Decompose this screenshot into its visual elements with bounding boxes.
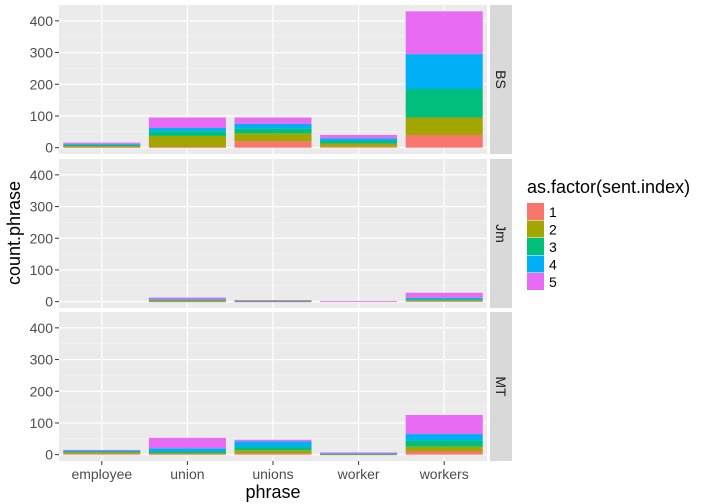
bar-segment: [148, 147, 226, 148]
bar-segment: [63, 142, 141, 144]
bar-segment: [405, 434, 483, 441]
bar-segment: [405, 54, 483, 90]
y-tick-label: 100: [30, 415, 54, 431]
legend-label: 4: [549, 257, 557, 273]
legend-swatch: [527, 255, 544, 273]
bar-segment: [234, 441, 312, 448]
x-axis-title: phrase: [245, 482, 300, 502]
y-tick-label: 0: [45, 447, 53, 463]
bar-segment: [320, 452, 398, 454]
legend-title: as.factor(sent.index): [527, 177, 690, 197]
bar-segment: [148, 453, 226, 455]
bar-segment: [148, 448, 226, 452]
bar-segment: [148, 300, 226, 302]
bar-segment: [405, 11, 483, 55]
y-tick-label: 0: [45, 140, 53, 156]
facet-label: BS: [493, 70, 509, 89]
y-tick-label: 100: [30, 108, 54, 124]
bar-segment: [63, 146, 141, 148]
y-tick-label: 400: [30, 320, 54, 336]
bar-segment: [234, 450, 312, 454]
bar-segment: [63, 452, 141, 454]
bar-segment: [405, 300, 483, 302]
bar-segment: [148, 299, 226, 301]
bar-segment: [234, 447, 312, 451]
y-tick-label: 200: [30, 383, 54, 399]
facet-label: Jm: [493, 224, 509, 243]
y-tick-label: 200: [30, 230, 54, 246]
bar-segment: [63, 450, 141, 452]
bar-segment: [234, 123, 312, 129]
legend-swatch: [527, 273, 544, 290]
bar-segment: [320, 301, 398, 302]
facet-strip: [490, 312, 512, 461]
bar-segment: [405, 301, 483, 302]
bar-segment: [320, 138, 398, 142]
bar-segment: [320, 141, 398, 144]
bar-segment: [234, 133, 312, 142]
bar-segment: [63, 144, 141, 147]
bar-segment: [234, 128, 312, 134]
bar-segment: [234, 439, 312, 442]
bar-segment: [148, 437, 226, 449]
bar-segment: [148, 131, 226, 136]
bar-segment: [405, 415, 483, 435]
legend-swatch: [527, 203, 544, 220]
bar-segment: [63, 451, 141, 453]
bar-segment: [405, 451, 483, 455]
y-tick-label: 400: [30, 167, 54, 183]
bar-segment: [320, 146, 398, 148]
legend-swatch: [527, 238, 544, 255]
bar-segment: [405, 446, 483, 452]
x-tick-label: union: [170, 466, 204, 482]
bar-segment: [320, 134, 398, 139]
bar-segment: [234, 453, 312, 455]
bar-segment: [63, 147, 141, 148]
y-axis-title: count.phrase: [4, 181, 24, 285]
x-tick-label: worker: [337, 466, 380, 482]
bar-segment: [405, 297, 483, 300]
bar-segment: [405, 299, 483, 301]
y-tick-label: 300: [30, 199, 54, 215]
bar-segment: [148, 301, 226, 303]
bar-segment: [148, 299, 226, 300]
bar-segment: [405, 440, 483, 447]
legend-label: 1: [549, 204, 557, 220]
x-tick-label: unions: [252, 466, 293, 482]
y-tick-label: 200: [30, 76, 54, 92]
bar-segment: [405, 117, 483, 135]
bar-segment: [148, 451, 226, 454]
legend-label: 2: [549, 222, 557, 238]
bar-segment: [320, 453, 398, 455]
bar-segment: [405, 134, 483, 148]
bar-segment: [63, 453, 141, 455]
legend-label: 3: [549, 239, 557, 255]
bar-segment: [148, 128, 226, 132]
bar-segment: [148, 135, 226, 148]
y-tick-label: 400: [30, 13, 54, 29]
facet-label: MT: [493, 376, 509, 397]
bar-segment: [234, 141, 312, 148]
bar-segment: [148, 117, 226, 129]
bar-segment: [148, 297, 226, 300]
bar-segment: [63, 449, 141, 451]
bar-segment: [405, 89, 483, 118]
facet-strip: [490, 5, 512, 154]
y-tick-label: 300: [30, 45, 54, 61]
y-tick-label: 100: [30, 262, 54, 278]
x-tick-label: employee: [71, 466, 132, 482]
bar-segment: [405, 292, 483, 298]
bar-segment: [234, 117, 312, 124]
bar-segment: [320, 143, 398, 147]
legend-swatch: [527, 220, 544, 238]
bar-segment: [148, 454, 226, 455]
legend-label: 5: [549, 274, 557, 290]
bar-segment: [234, 300, 312, 301]
facet-strip: [490, 159, 512, 308]
bar-segment: [63, 143, 141, 145]
y-tick-label: 300: [30, 352, 54, 368]
x-tick-label: workers: [419, 466, 469, 482]
y-tick-label: 0: [45, 294, 53, 310]
